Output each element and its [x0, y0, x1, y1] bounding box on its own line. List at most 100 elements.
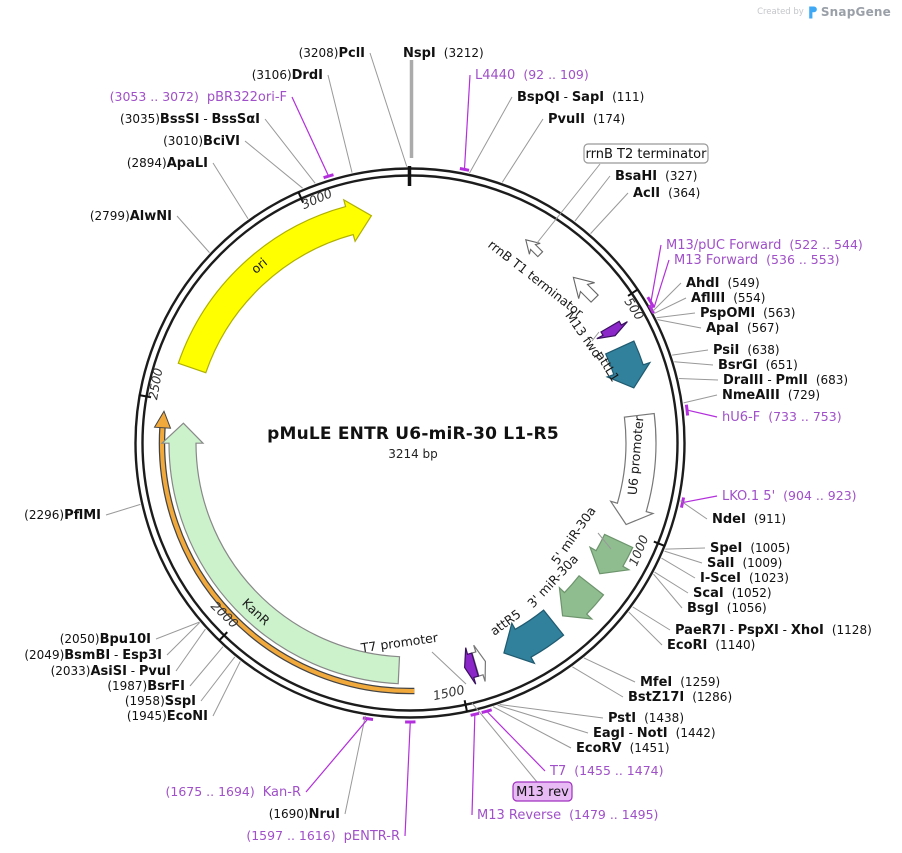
enzyme-label-afliii[interactable]: AflIII (554) [691, 291, 766, 306]
enzyme-label-bsssi[interactable]: (3035)BssSI - BssSαI [120, 112, 260, 127]
enzyme-label-bstz17i[interactable]: BstZ17I (1286) [628, 690, 732, 705]
leader-pentrr [404, 721, 411, 837]
primer-label-l4440[interactable]: L4440 (92 .. 109) [475, 67, 589, 83]
primer-mark-kanrprimer[interactable] [362, 716, 374, 721]
rrnb-t2-label[interactable]: rrnB T2 terminator [586, 147, 708, 162]
leader-m13puc [650, 244, 662, 303]
feature-label-t7-promoter[interactable]: T7 promoter [359, 630, 440, 656]
leader-nmeaiii [683, 394, 718, 404]
primer-label-kanrprimer[interactable]: (1675 .. 1694) Kan-R [165, 784, 301, 800]
enzyme-label-bsrgi[interactable]: BsrGI (651) [718, 358, 798, 373]
leader-ecori [628, 611, 663, 646]
primer-mark-m13reverse[interactable] [470, 711, 480, 717]
enzyme-label-alwni[interactable]: (2799)AlwNI [90, 209, 172, 224]
enzyme-label-spei[interactable]: SpeI (1005) [710, 541, 790, 556]
enzyme-label-drdi[interactable]: (3106)DrdI [252, 68, 323, 83]
feature-label-u6-promoter[interactable]: U6 promoter [625, 415, 647, 496]
enzyme-label-bpu10i[interactable]: (2050)Bpu10I [60, 632, 151, 647]
enzyme-label-bcivi[interactable]: (3010)BciVI [163, 134, 240, 149]
enzyme-label-ahdi[interactable]: AhdI (549) [686, 276, 760, 291]
leader-pbr322orif [291, 96, 330, 177]
enzyme-label-econi[interactable]: (1945)EcoNI [127, 709, 208, 724]
scale-label-2500: 2500 [145, 367, 165, 401]
feature-rrnb-t1[interactable] [565, 269, 602, 306]
enzyme-label-ndei[interactable]: NdeI (911) [712, 512, 786, 527]
enzyme-label-psii[interactable]: PsiI (638) [713, 343, 780, 358]
leader-drdi [327, 74, 353, 173]
enzyme-label-iscei[interactable]: I-SceI (1023) [700, 571, 789, 586]
feature-rrnb-t2[interactable] [520, 234, 545, 259]
enzyme-label-scai[interactable]: ScaI (1052) [693, 586, 772, 601]
feature-mir30a-5[interactable] [588, 533, 634, 575]
feature-ori[interactable] [177, 198, 373, 374]
enzyme-label-bsgi[interactable]: BsgI (1056) [687, 601, 767, 616]
enzyme-label-nspi[interactable]: NspI (3212) [403, 46, 484, 61]
leader-mfei [583, 657, 636, 683]
enzyme-label-mfei[interactable]: MfeI (1259) [640, 675, 720, 690]
enzyme-label-nmeaiii[interactable]: NmeAIII (729) [722, 388, 820, 403]
enzyme-label-draiii[interactable]: DraIII - PmlI (683) [723, 373, 848, 388]
leader-paer7i [632, 606, 671, 631]
feature-attr5[interactable] [503, 609, 565, 665]
leader-kanrprimer [305, 718, 369, 793]
leader-psti [499, 704, 604, 719]
enzyme-label-pcli[interactable]: (3208)PclI [299, 46, 365, 61]
leader-l4440 [463, 74, 471, 170]
primer-label-lko15[interactable]: LKO.1 5' (904 .. 923) [722, 488, 857, 504]
enzyme-label-sspi[interactable]: (1958)SspI [125, 694, 196, 709]
leader-econi [212, 661, 241, 717]
enzyme-label-pvuii[interactable]: PvuII (174) [548, 112, 625, 127]
feature-mir30a-3[interactable] [558, 574, 605, 620]
feature-t7-promoter[interactable] [471, 644, 487, 682]
feature-kanr-arc[interactable] [159, 426, 415, 694]
enzyme-label-pspomi[interactable]: PspOMI (563) [700, 306, 795, 321]
enzyme-label-acli[interactable]: AclI (364) [633, 186, 700, 201]
enzyme-label-eagi[interactable]: EagI - NotI (1442) [593, 726, 716, 741]
enzyme-label-ecorv[interactable]: EcoRV (1451) [576, 741, 670, 756]
feature-t7-arrow[interactable] [463, 647, 480, 685]
leader-apai [657, 319, 702, 329]
leader-m13forward [653, 259, 670, 308]
primer-label-hu6f[interactable]: hU6-F (733 .. 753) [722, 409, 842, 425]
leader-hu6f [686, 409, 718, 418]
snapgene-credit: Created by SnapGene [757, 5, 891, 19]
leader-bsahi [574, 175, 611, 222]
enzyme-label-ecori[interactable]: EcoRI (1140) [667, 638, 755, 653]
primer-label-t7[interactable]: T7 (1455 .. 1474) [549, 763, 664, 779]
primer-mark-m13forward[interactable] [647, 304, 655, 314]
enzyme-label-apai[interactable]: ApaI (567) [706, 321, 779, 336]
leader-m13-fwd-label [591, 331, 600, 342]
leader-m13reverse [471, 714, 476, 816]
leader-afliii [654, 297, 687, 314]
feature-m13-fwd[interactable] [596, 320, 628, 340]
feature-kanr[interactable] [160, 422, 401, 685]
primer-mark-t7[interactable] [481, 708, 493, 715]
enzyme-label-paer7i[interactable]: PaeR7I - PspXI - XhoI (1128) [675, 623, 872, 638]
leader-ndei [680, 500, 708, 520]
enzyme-label-bsahi[interactable]: BsaHI (327) [615, 169, 697, 184]
enzyme-label-bspqi[interactable]: BspQI - SapI (111) [517, 90, 644, 105]
enzyme-label-psti[interactable]: PstI (1438) [608, 711, 684, 726]
enzyme-label-nrui[interactable]: (1690)NruI [269, 807, 340, 822]
rrnb-t2-box[interactable] [583, 143, 709, 164]
primer-label-m13puc[interactable]: M13/pUC Forward (522 .. 544) [666, 237, 863, 253]
enzyme-label-apali[interactable]: (2894)ApaLI [127, 156, 208, 171]
primer-label-m13reverse[interactable]: M13 Reverse (1479 .. 1495) [477, 807, 658, 823]
enzyme-label-pflmi[interactable]: (2296)PflMI [24, 508, 101, 523]
enzyme-label-bsrfi[interactable]: (1987)BsrFI [107, 679, 185, 694]
leader-bsrfi [189, 646, 224, 687]
scale-label-1500: 1500 [431, 682, 465, 703]
m13-rev-label[interactable]: M13 rev [516, 785, 569, 800]
enzyme-label-bsmbi[interactable]: (2049)BsmBI - Esp3I [24, 648, 162, 663]
enzyme-label-sali[interactable]: SalI (1009) [707, 556, 782, 571]
leader-sspi [200, 656, 236, 702]
primer-label-m13forward[interactable]: M13 Forward (536 .. 553) [674, 252, 840, 268]
primer-label-pentrr[interactable]: (1597 .. 1616) pENTR-R [246, 828, 400, 844]
feature-u6-promoter[interactable] [609, 412, 657, 526]
leader-ecorv [492, 706, 572, 749]
feature-label-m13-fwd[interactable]: M13 fwd [562, 308, 605, 360]
enzyme-label-asisi[interactable]: (2033)AsiSI - PvuI [51, 664, 171, 679]
primer-label-pbr322orif[interactable]: (3053 .. 3072) pBR322ori-F [110, 89, 287, 105]
m13-rev-box[interactable] [512, 781, 573, 802]
feature-attl1[interactable] [604, 340, 652, 389]
